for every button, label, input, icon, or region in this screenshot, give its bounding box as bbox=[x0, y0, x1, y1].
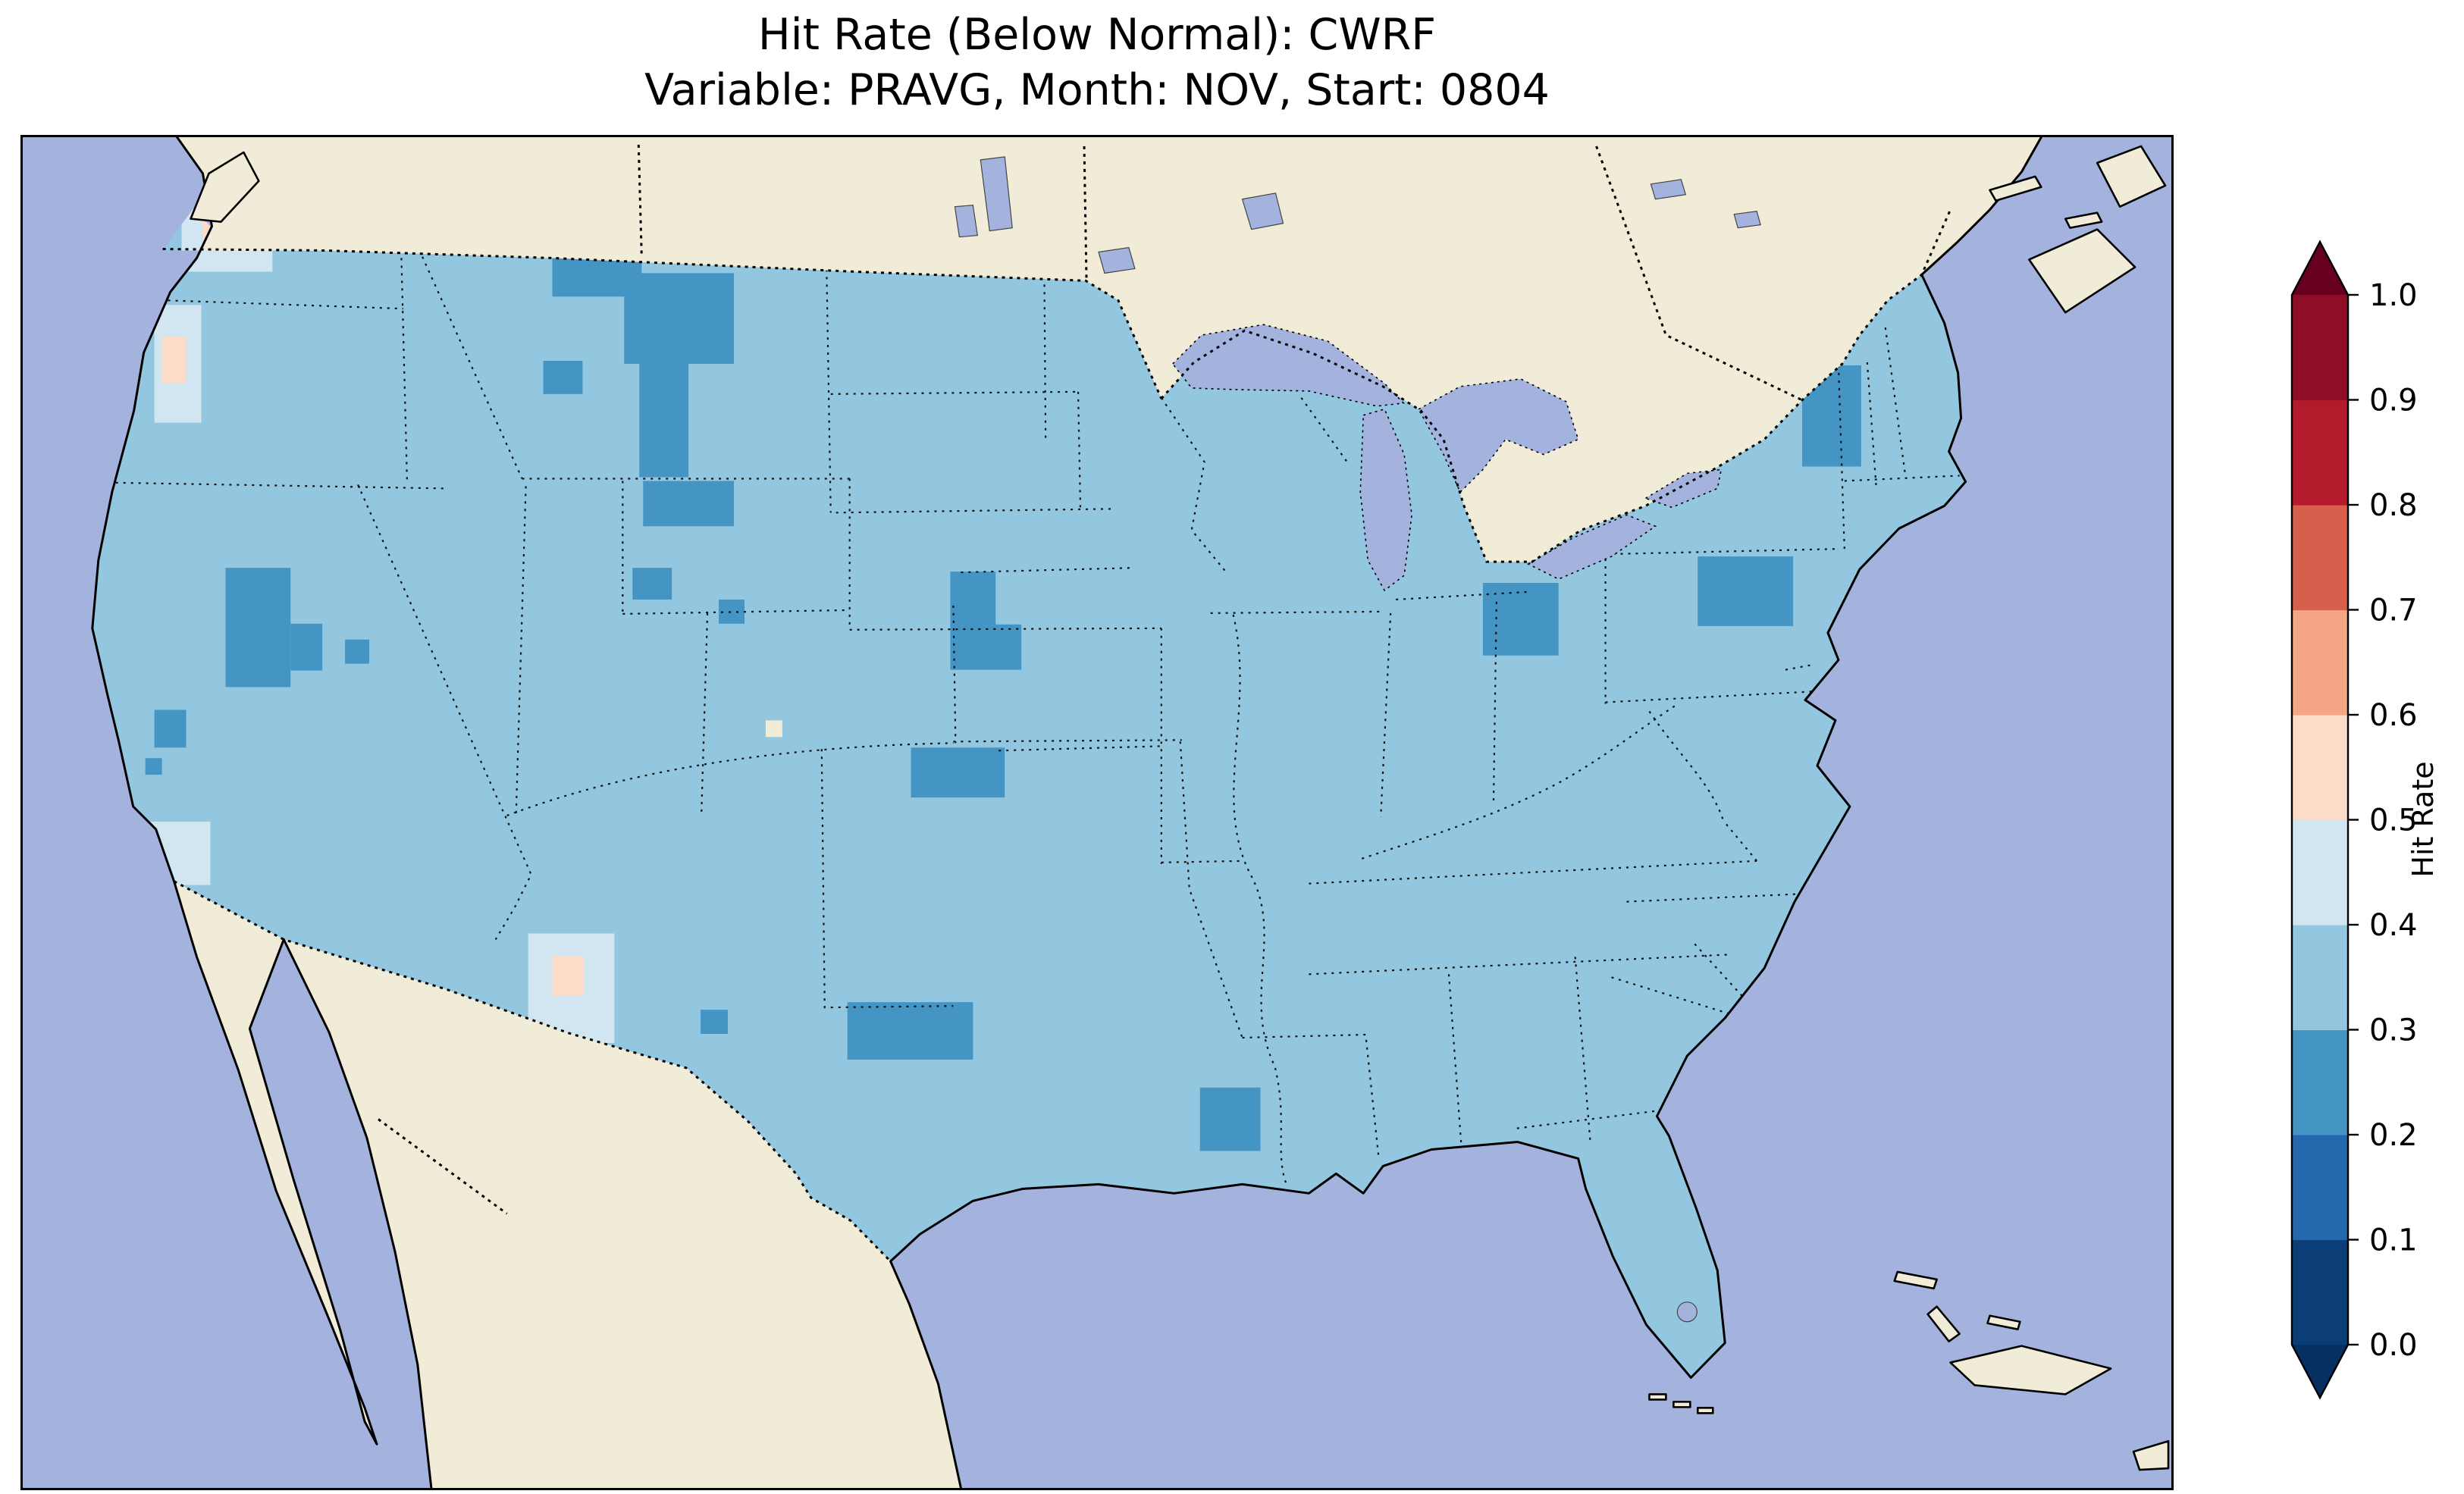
lake-winnipeg bbox=[980, 156, 1013, 232]
colorbar-segments bbox=[2292, 242, 2348, 1398]
conus-hit-rate-base bbox=[92, 208, 1966, 1378]
colorbar-tick-label: 0.5 bbox=[2369, 803, 2418, 838]
bahamas-3 bbox=[1986, 1314, 2021, 1331]
colorbar-tick-label: 0.9 bbox=[2369, 384, 2418, 418]
patch-utah-west bbox=[290, 623, 323, 671]
colorbar-tick-label: 0.2 bbox=[2369, 1118, 2418, 1153]
cuba bbox=[1949, 1345, 2112, 1395]
lake-of-the-woods bbox=[1098, 246, 1136, 274]
figure-title-line2: Variable: PRAVG, Month: NOV, Start: 0804 bbox=[644, 64, 1550, 115]
canada-lake-2 bbox=[1733, 211, 1761, 229]
map-axes-frame bbox=[20, 135, 2174, 1490]
colorbar-tick-label: 0.3 bbox=[2369, 1013, 2418, 1048]
patch-texas-panhandle bbox=[847, 1002, 973, 1060]
state-borders-west bbox=[100, 243, 1182, 1009]
national-boundaries bbox=[162, 144, 1951, 1263]
colorbar-tick-label: 1.0 bbox=[2369, 278, 2418, 313]
state-borders-central bbox=[961, 397, 1839, 1184]
colorbar-ticks: 0.0 0.1 0.2 0.3 0.4 0.5 0.6 0.7 0.8 0.9 1.0 bbox=[2348, 278, 2418, 1363]
great-lakes bbox=[1171, 324, 1723, 1323]
colorbar-tick-label: 0.8 bbox=[2369, 488, 2418, 523]
patch-louisiana bbox=[1199, 1087, 1261, 1151]
patch-wyoming-north bbox=[643, 481, 735, 527]
colorbar-segment bbox=[2292, 1239, 2348, 1345]
patch-oregon-white bbox=[161, 337, 187, 384]
missing-data-cell bbox=[765, 720, 782, 738]
colorbar-svg: 0.0 0.1 0.2 0.3 0.4 0.5 0.6 0.7 0.8 0.9 1.0 bbox=[2290, 240, 2418, 1400]
colorbar-extend-under-arrow bbox=[2292, 1345, 2348, 1398]
patch-vermont-newhampshire bbox=[1802, 365, 1861, 467]
patch-minnesota bbox=[950, 572, 1022, 670]
patch-pennsylvania-newyork bbox=[1698, 556, 1794, 626]
colorbar-tick-label: 0.0 bbox=[2369, 1328, 2418, 1363]
patch-california-small bbox=[145, 758, 162, 775]
us-hit-rate-map bbox=[23, 137, 2171, 1488]
lake-erie bbox=[1527, 514, 1657, 580]
colorbar-tick-label: 0.6 bbox=[2369, 698, 2418, 733]
colorbar-tick-label: 0.1 bbox=[2369, 1223, 2418, 1258]
patch-wyoming-small bbox=[632, 568, 672, 600]
patch-colorado-small bbox=[719, 599, 745, 624]
colorbar-tick-label: 0.4 bbox=[2369, 908, 2418, 943]
patch-california-sierra bbox=[154, 709, 187, 748]
figure-title-line1: Hit Rate (Below Normal): CWRF bbox=[757, 10, 1437, 60]
nova-scotia bbox=[2028, 228, 2136, 314]
florida-keys-1 bbox=[1648, 1393, 1667, 1401]
colorbar-segment bbox=[2292, 399, 2348, 506]
patch-montana-west bbox=[543, 361, 583, 394]
coastline bbox=[91, 137, 2042, 1488]
florida-keys-2 bbox=[1672, 1401, 1691, 1408]
patch-iowa-missouri bbox=[911, 747, 1005, 798]
bahamas-2 bbox=[1926, 1305, 1961, 1342]
patch-montana-main bbox=[624, 273, 735, 478]
patch-nevada-utah bbox=[225, 568, 291, 687]
colorbar-tick-label: 0.7 bbox=[2369, 594, 2418, 628]
florida-keys-3 bbox=[1697, 1407, 1714, 1414]
newfoundland bbox=[2096, 145, 2167, 208]
lake-ontario bbox=[1644, 468, 1723, 509]
lake-huron bbox=[1418, 378, 1579, 493]
bahamas-1 bbox=[1893, 1270, 1938, 1290]
colorbar-segment bbox=[2292, 1135, 2348, 1241]
hit-rate-patches-low bbox=[145, 237, 1861, 1151]
state-borders-east bbox=[1447, 327, 1960, 1151]
lake-okeechobee bbox=[1676, 1301, 1698, 1323]
prince-edward-island bbox=[2064, 211, 2103, 229]
hispaniola-edge bbox=[2132, 1439, 2170, 1471]
colorbar-extend-over-arrow bbox=[2292, 242, 2348, 295]
colorbar-segment bbox=[2292, 1029, 2348, 1135]
colorbar-segment bbox=[2292, 295, 2348, 401]
colorbar-segment bbox=[2292, 715, 2348, 821]
figure-title: Hit Rate (Below Normal): CWRF Variable: … bbox=[20, 8, 2174, 118]
colorbar-segment bbox=[2292, 925, 2348, 1031]
state-boundaries bbox=[100, 243, 1960, 1184]
islands bbox=[190, 145, 2170, 1471]
vancouver-island bbox=[190, 151, 260, 223]
anticosti-island bbox=[1989, 175, 2042, 202]
canada-lake-1 bbox=[1650, 179, 1687, 200]
lake-michigan bbox=[1359, 408, 1412, 592]
patch-utah-small bbox=[345, 639, 370, 664]
canadian-lakes bbox=[954, 156, 1761, 274]
patch-new-mexico-small bbox=[701, 1010, 729, 1035]
colorbar-segment bbox=[2292, 819, 2348, 926]
colorbar: 0.0 0.1 0.2 0.3 0.4 0.5 0.6 0.7 0.8 0.9 1.0 bbox=[2290, 240, 2464, 1424]
lake-superior bbox=[1171, 324, 1405, 407]
colorbar-segment bbox=[2292, 609, 2348, 716]
lake-manitoba bbox=[954, 205, 979, 238]
colorbar-label: Hit Rate bbox=[2406, 761, 2440, 878]
patch-arizona-white bbox=[552, 956, 585, 996]
colorbar-segment bbox=[2292, 505, 2348, 611]
patch-michigan bbox=[1482, 583, 1559, 656]
lake-nipigon bbox=[1241, 193, 1284, 230]
